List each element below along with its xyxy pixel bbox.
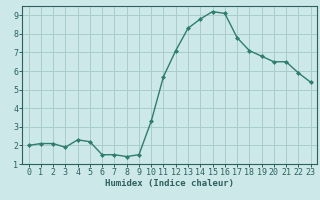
X-axis label: Humidex (Indice chaleur): Humidex (Indice chaleur)	[105, 179, 234, 188]
